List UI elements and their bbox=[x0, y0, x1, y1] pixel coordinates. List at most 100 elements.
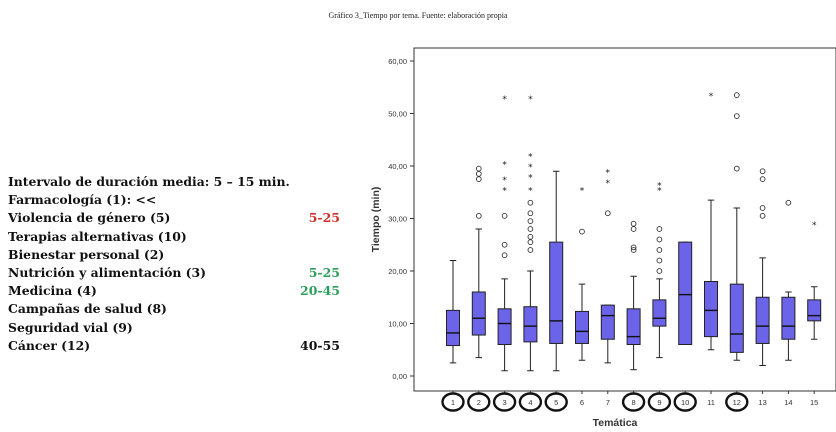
outlier-point bbox=[527, 226, 534, 232]
outlier-point bbox=[527, 218, 534, 224]
y-axis-label: Tiempo (min) bbox=[370, 187, 382, 253]
outlier-point bbox=[630, 247, 637, 253]
x-tick-label: 7 bbox=[606, 398, 610, 407]
box-iqr bbox=[600, 304, 615, 340]
x-tick-label: 12 bbox=[733, 398, 741, 407]
outlier-point bbox=[656, 247, 663, 253]
box-3: ****3 bbox=[492, 95, 517, 412]
y-tick-label: 10,00 bbox=[388, 320, 407, 329]
outlier-point bbox=[475, 176, 482, 182]
box-iqr bbox=[704, 281, 718, 338]
outlier-point bbox=[785, 199, 792, 206]
outlier-point bbox=[501, 241, 508, 248]
box-iqr bbox=[781, 296, 796, 340]
extreme-point: * bbox=[657, 181, 662, 191]
category-highlight-circle bbox=[544, 392, 568, 412]
y-tick-label: 0,00 bbox=[392, 372, 407, 381]
outlier-point bbox=[759, 213, 766, 219]
extreme-point: * bbox=[502, 176, 507, 186]
box-iqr bbox=[652, 299, 667, 327]
extreme-point: * bbox=[502, 187, 507, 197]
x-tick-label: 5 bbox=[554, 398, 558, 407]
extreme-point: * bbox=[528, 187, 533, 197]
category-highlight-circle bbox=[518, 392, 543, 412]
category-highlight-circle bbox=[673, 392, 697, 412]
y-tick-label: 30,00 bbox=[388, 215, 407, 224]
topic-item: Terapias alternativas (10) bbox=[8, 228, 187, 244]
outlier-point bbox=[759, 168, 766, 175]
outlier-point bbox=[733, 165, 740, 172]
extreme-point: * bbox=[606, 179, 611, 189]
category-highlight-circle bbox=[492, 392, 517, 412]
range-label: 5-25 bbox=[308, 210, 340, 226]
topic-item: Bienestar personal (2) bbox=[8, 246, 165, 262]
y-tick-label: 40,00 bbox=[388, 162, 407, 171]
box-iqr bbox=[626, 308, 641, 345]
box-15: * 15 bbox=[807, 221, 822, 407]
range-label: 40-55 bbox=[300, 337, 340, 353]
outlier-point bbox=[656, 226, 663, 232]
x-tick-label: 6 bbox=[580, 398, 584, 407]
outlier-point bbox=[527, 239, 534, 245]
box-5: 5 bbox=[544, 170, 568, 412]
outlier-point bbox=[604, 210, 611, 217]
x-tick-label: 13 bbox=[758, 398, 766, 407]
extreme-point: * bbox=[606, 168, 611, 178]
x-tick-label: 15 bbox=[810, 398, 818, 407]
category-highlight-circle bbox=[725, 392, 749, 412]
category-highlight-circle bbox=[621, 392, 646, 412]
chart-caption: Gráfico 3_Tiempo por tema. Fuente: elabo… bbox=[328, 11, 508, 20]
box-iqr bbox=[807, 299, 822, 322]
box-iqr bbox=[755, 296, 770, 344]
x-tick-label: 9 bbox=[657, 398, 661, 407]
outlier-point bbox=[475, 165, 482, 172]
topic-item: Farmacología (1): << bbox=[8, 192, 157, 208]
topic-item: Medicina (4) bbox=[8, 283, 97, 299]
outlier-point bbox=[733, 92, 740, 98]
box-iqr bbox=[497, 308, 512, 345]
box-13: 13 bbox=[755, 168, 770, 407]
box-11: * 11 bbox=[704, 92, 718, 407]
box-8: 8 bbox=[621, 220, 646, 412]
outlier-point bbox=[630, 244, 637, 251]
outlier-point bbox=[527, 199, 534, 206]
plot-frame bbox=[413, 47, 836, 392]
topic-summary: Intervalo de duración media: 5 – 15 min.… bbox=[8, 173, 290, 355]
topic-item: Campañas de salud (8) bbox=[8, 301, 167, 317]
outlier-point bbox=[656, 268, 663, 274]
topic-item: Cáncer (12) bbox=[8, 337, 91, 353]
box-iqr bbox=[678, 241, 693, 345]
box-12: 12 bbox=[725, 92, 749, 412]
box-9: ** 9 bbox=[647, 181, 672, 412]
x-tick-label: 4 bbox=[528, 398, 532, 407]
box-iqr bbox=[575, 310, 589, 344]
extreme-point: * bbox=[502, 160, 507, 170]
x-tick-label: 10 bbox=[681, 398, 689, 407]
extreme-point: * bbox=[709, 92, 714, 102]
outlier-point bbox=[579, 228, 585, 235]
outlier-point bbox=[630, 226, 637, 232]
box-iqr bbox=[471, 291, 486, 336]
outlier-point bbox=[630, 220, 637, 227]
category-highlight-circle bbox=[441, 392, 465, 412]
outlier-point bbox=[527, 234, 534, 240]
extreme-point: * bbox=[812, 221, 817, 231]
extreme-point: * bbox=[580, 187, 585, 197]
x-tick-label: 8 bbox=[632, 398, 636, 407]
category-highlight-circle bbox=[467, 392, 491, 412]
box-iqr bbox=[446, 309, 460, 347]
box-6: *6 bbox=[575, 187, 589, 407]
outlier-point bbox=[475, 171, 482, 177]
box-7: ** 7 bbox=[600, 168, 615, 407]
box-4: *****4 bbox=[518, 95, 543, 412]
box-iqr bbox=[729, 283, 744, 353]
box-14: 14 bbox=[781, 199, 796, 407]
boxplot-chart: 0,00 10,00 20,00 30,00 40,00 50,00 60,00 Tiempo… bbox=[370, 47, 836, 429]
box-iqr bbox=[549, 241, 564, 344]
outlier-point bbox=[475, 213, 482, 219]
y-tick-label: 20,00 bbox=[388, 267, 407, 276]
outlier-point bbox=[759, 176, 766, 182]
category-highlight-circle bbox=[647, 392, 672, 412]
extreme-point: * bbox=[528, 153, 533, 163]
topic-item: Seguridad vial (9) bbox=[8, 319, 133, 335]
